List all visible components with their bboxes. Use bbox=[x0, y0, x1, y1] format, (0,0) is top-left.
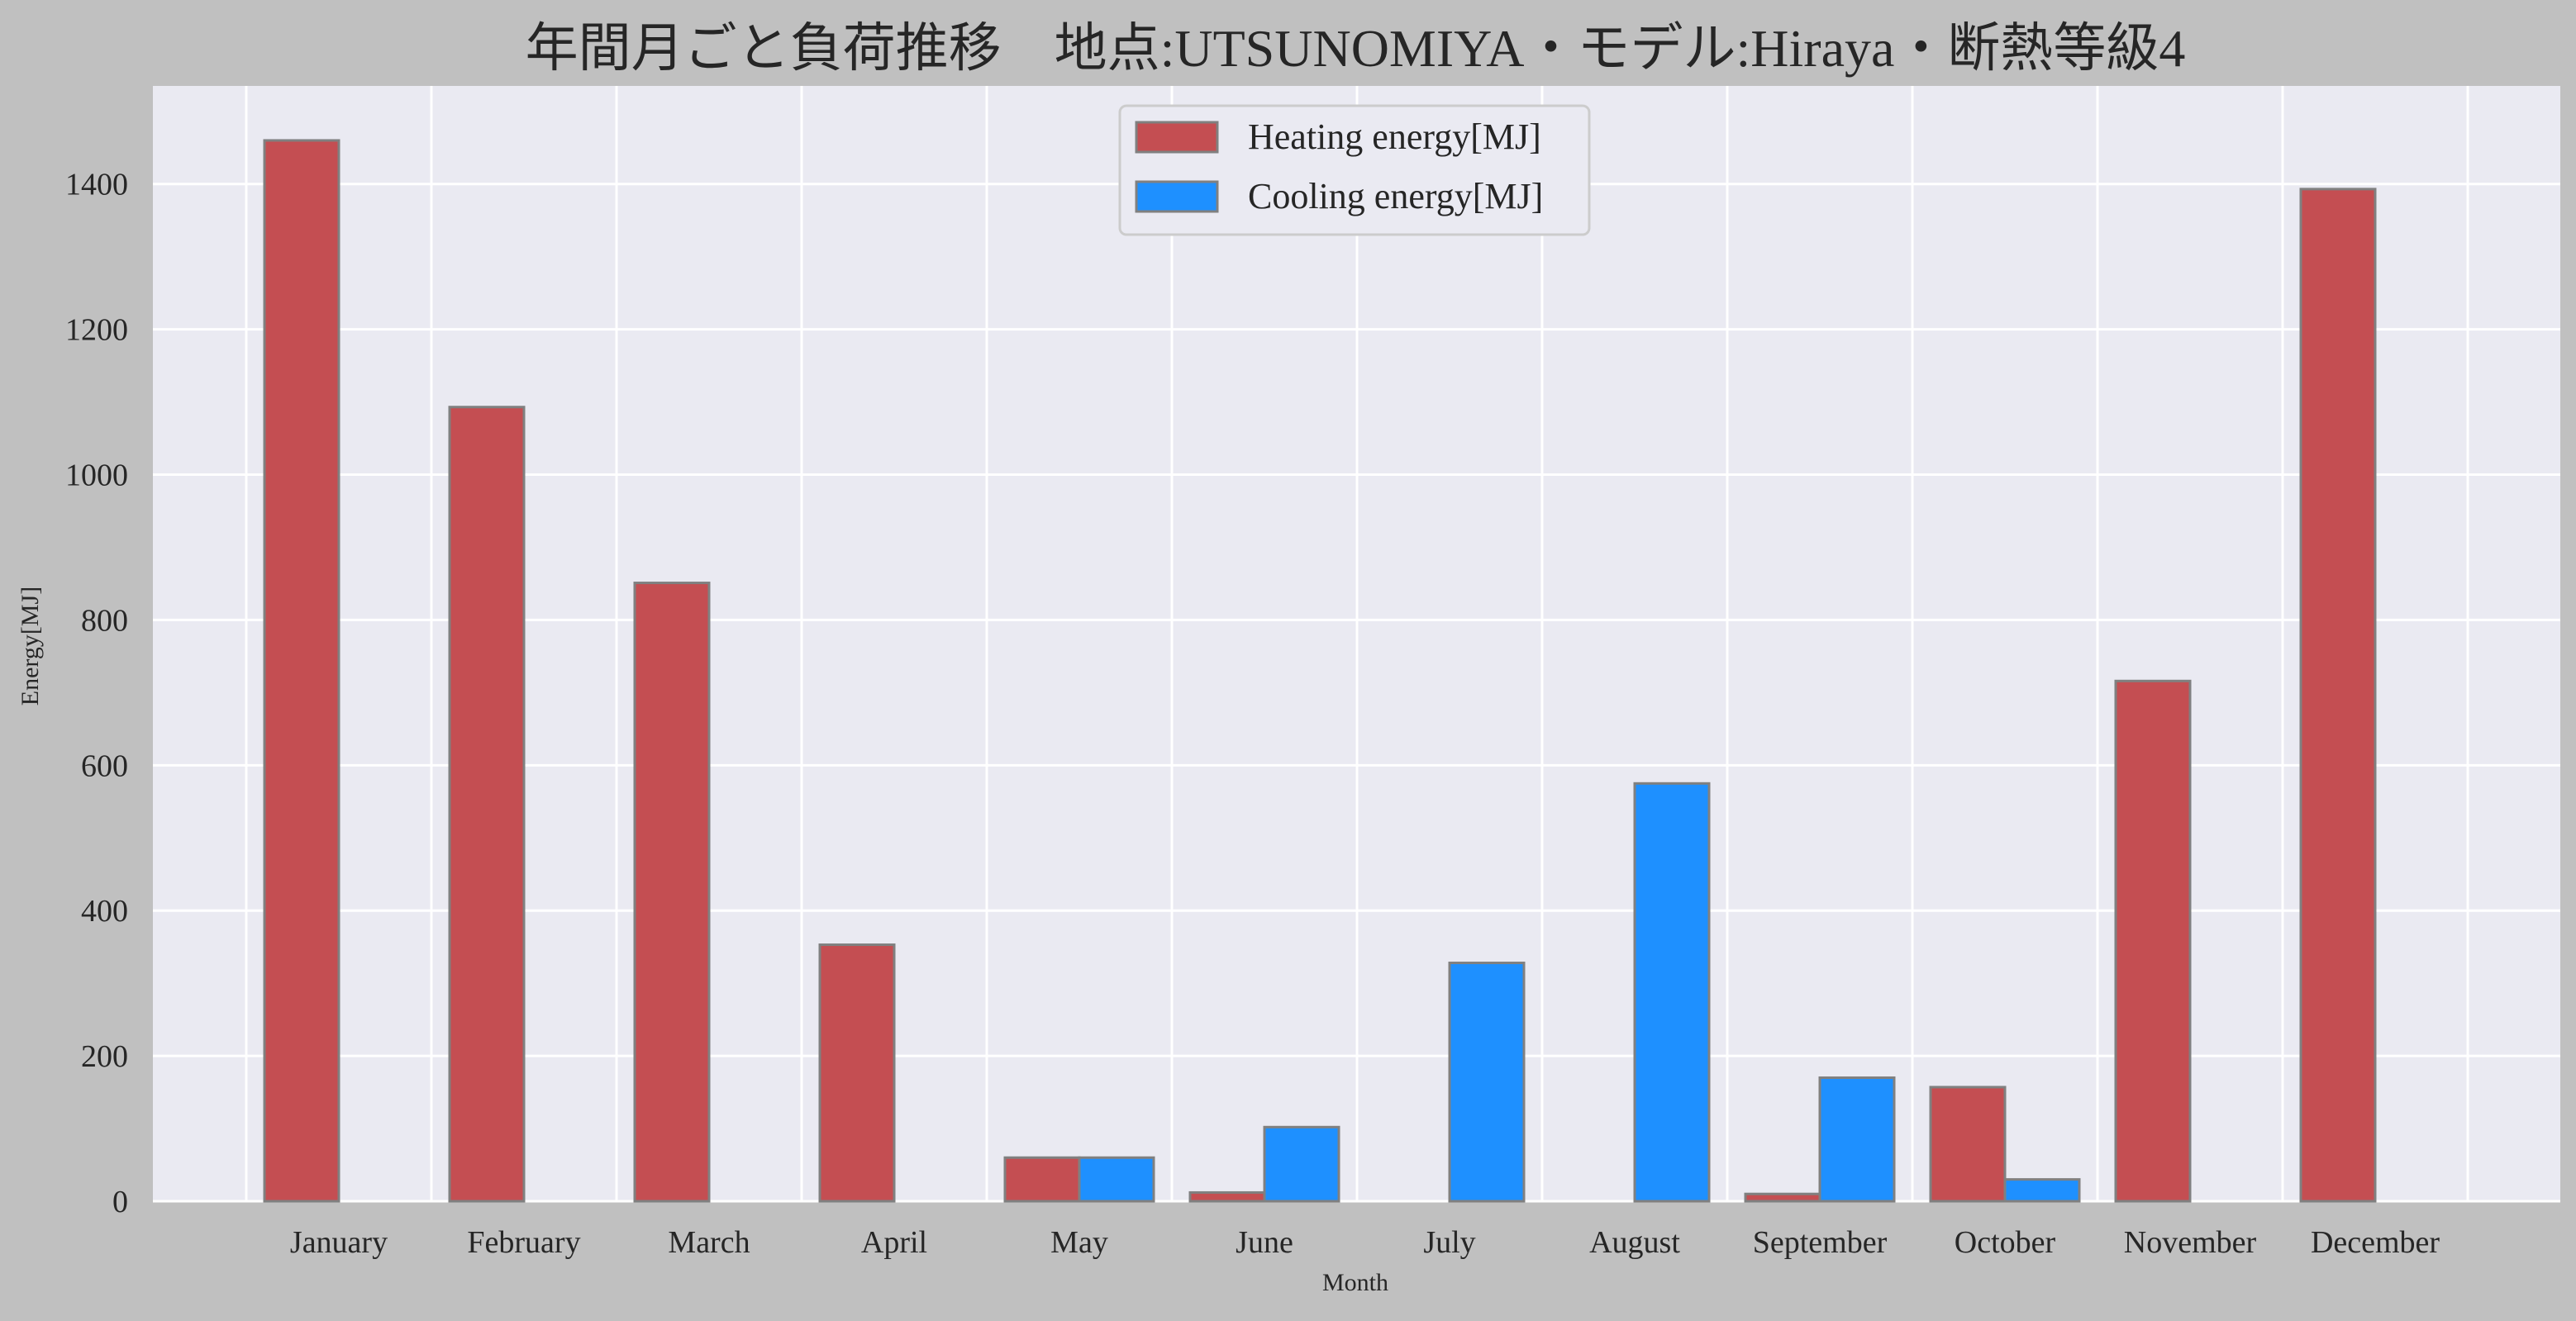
bar-cooling-may bbox=[1078, 1156, 1155, 1203]
x-tick-label: August bbox=[1589, 1225, 1680, 1260]
legend-swatch bbox=[1135, 121, 1219, 154]
legend-label: Heating energy[MJ] bbox=[1248, 116, 1541, 157]
bar-heating-october bbox=[1929, 1086, 2007, 1203]
y-tick-label: 1000 bbox=[65, 459, 128, 493]
y-tick-label: 400 bbox=[81, 894, 128, 929]
legend-swatch bbox=[1135, 180, 1219, 213]
y-tick-label: 600 bbox=[81, 748, 128, 783]
bar-heating-december bbox=[2299, 188, 2377, 1203]
bar-heating-april bbox=[818, 943, 896, 1203]
x-tick-label: February bbox=[467, 1225, 580, 1260]
x-tick-label: March bbox=[668, 1225, 750, 1260]
bar-cooling-september bbox=[1818, 1076, 1896, 1203]
x-tick-label: May bbox=[1050, 1225, 1108, 1260]
bar-heating-september bbox=[1744, 1192, 1821, 1203]
legend-box bbox=[1118, 104, 1591, 236]
y-tick-label: 1200 bbox=[65, 313, 128, 348]
x-tick-label: September bbox=[1753, 1225, 1888, 1260]
y-axis-label: Energy[MJ] bbox=[17, 587, 44, 706]
legend: Heating energy[MJ] Cooling energy[MJ] bbox=[1118, 104, 1591, 236]
grid-lines bbox=[153, 86, 2560, 1203]
x-tick-label: June bbox=[1236, 1225, 1293, 1260]
tick-labels: January February March April May June July Augu… bbox=[65, 168, 2440, 1260]
bar-cooling-october bbox=[2003, 1178, 2081, 1203]
bar-cooling-july bbox=[1448, 962, 1526, 1203]
x-axis-label: Month bbox=[1322, 1269, 1388, 1296]
bar-heating-november bbox=[2114, 679, 2192, 1203]
x-tick-label: July bbox=[1423, 1225, 1475, 1260]
y-tick-label: 1400 bbox=[65, 168, 128, 202]
x-tick-label: January bbox=[290, 1225, 388, 1260]
x-tick-label: December bbox=[2311, 1225, 2440, 1260]
x-tick-label: April bbox=[861, 1225, 927, 1260]
bar-cooling-august bbox=[1633, 782, 1711, 1203]
bar-heating-january bbox=[263, 139, 340, 1203]
legend-label: Cooling energy[MJ] bbox=[1248, 176, 1543, 216]
x-tick-label: November bbox=[2124, 1225, 2257, 1260]
x-tick-label: October bbox=[1955, 1225, 2056, 1260]
y-tick-label: 800 bbox=[81, 603, 128, 638]
bar-heating-june bbox=[1188, 1190, 1266, 1203]
bar-cooling-june bbox=[1263, 1125, 1340, 1203]
chart-title: 年間月ごと負荷推移 地点:UTSUNOMIYA・モデル:Hiraya・断熱等級4 bbox=[526, 19, 2186, 78]
bar-heating-february bbox=[448, 406, 526, 1203]
bars bbox=[263, 139, 2377, 1203]
bar-heating-may bbox=[1003, 1156, 1081, 1203]
bar-heating-march bbox=[633, 582, 711, 1203]
y-tick-label: 0 bbox=[112, 1185, 128, 1219]
y-tick-label: 200 bbox=[81, 1039, 128, 1074]
